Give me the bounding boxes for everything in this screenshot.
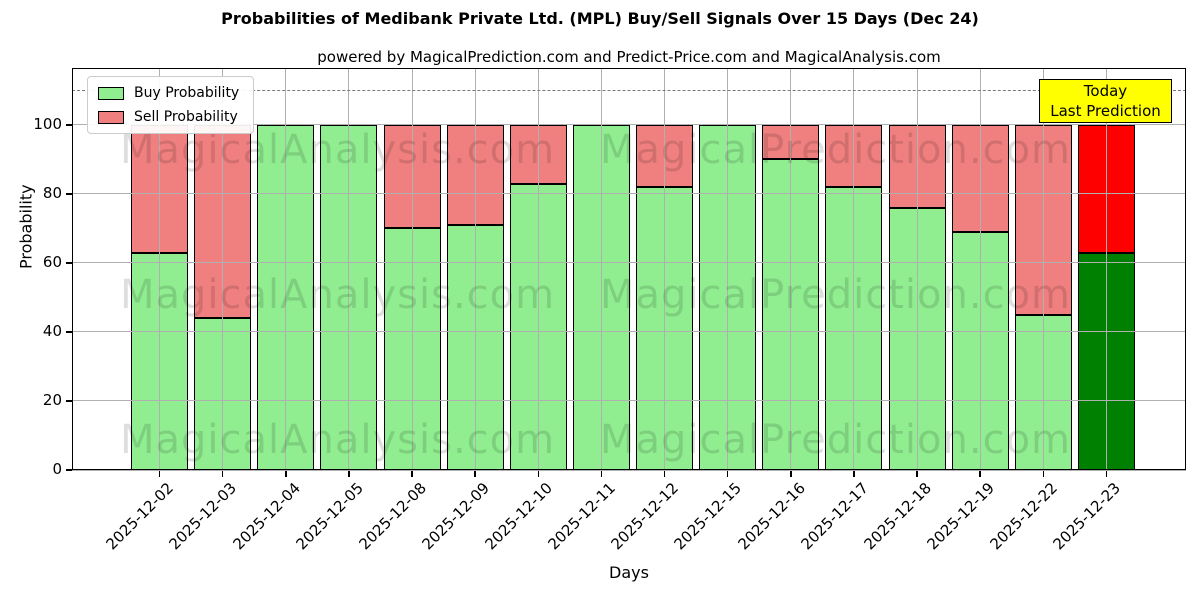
x-tick-label: 2025-12-11 bbox=[544, 479, 620, 554]
watermark-text: MagicalPrediction.com bbox=[600, 417, 1071, 463]
legend-swatch-sell bbox=[98, 110, 124, 124]
x-tick-label: 2025-12-18 bbox=[860, 479, 935, 554]
y-tick-mark bbox=[66, 331, 72, 333]
x-tick-label: 2025-12-08 bbox=[355, 479, 430, 554]
y-tick-mark bbox=[66, 193, 72, 195]
x-tick-mark bbox=[1105, 471, 1108, 477]
watermark-text: MagicalPrediction.com bbox=[600, 127, 1071, 173]
y-tick-label: 40 bbox=[42, 321, 62, 340]
x-tick-mark bbox=[285, 471, 287, 477]
x-tick-mark bbox=[790, 471, 792, 477]
y-tick-mark bbox=[66, 262, 72, 264]
gridline-v bbox=[222, 68, 224, 470]
plot-area: Buy Probability Sell Probability Today L… bbox=[72, 68, 1186, 471]
gridline-v bbox=[979, 68, 981, 470]
x-tick-mark bbox=[474, 471, 476, 477]
x-tick-mark bbox=[1042, 471, 1045, 477]
x-tick-mark bbox=[663, 471, 666, 477]
gridline-v bbox=[664, 68, 666, 470]
gridline-h bbox=[72, 331, 1186, 333]
x-tick-mark bbox=[600, 471, 603, 477]
x-tick-mark bbox=[979, 471, 981, 477]
x-tick-mark bbox=[916, 471, 918, 477]
gridline-v bbox=[285, 68, 287, 470]
y-tick-mark bbox=[66, 124, 72, 126]
x-tick-label: 2025-12-16 bbox=[734, 479, 809, 554]
today-annotation: Today Last Prediction bbox=[1039, 79, 1172, 123]
gridline-v bbox=[727, 68, 729, 470]
x-tick-label: 2025-12-03 bbox=[165, 479, 241, 554]
y-tick-mark bbox=[66, 400, 72, 402]
gridline-v bbox=[1042, 68, 1044, 470]
x-tick-label: 2025-12-09 bbox=[418, 479, 493, 554]
gridline-h bbox=[72, 400, 1186, 402]
watermark-text: MagicalAnalysis.com bbox=[120, 417, 556, 463]
x-tick-label: 2025-12-23 bbox=[1049, 479, 1125, 554]
gridline-h bbox=[72, 193, 1186, 195]
dashed-threshold-line bbox=[72, 90, 1186, 92]
x-tick-mark bbox=[221, 471, 224, 477]
x-tick-label: 2025-12-02 bbox=[102, 479, 178, 554]
y-tick-label: 60 bbox=[42, 252, 62, 271]
gridline-v bbox=[348, 68, 350, 470]
x-tick-label: 2025-12-04 bbox=[229, 479, 304, 554]
watermark-text: MagicalAnalysis.com bbox=[120, 272, 556, 318]
legend-item-buy: Buy Probability bbox=[98, 85, 239, 101]
today-annotation-line2: Last Prediction bbox=[1050, 102, 1161, 120]
x-tick-mark bbox=[537, 471, 540, 477]
watermark-text: MagicalPrediction.com bbox=[600, 272, 1071, 318]
y-tick-label: 20 bbox=[42, 390, 62, 409]
gridline-v bbox=[537, 68, 539, 470]
gridline-h bbox=[72, 124, 1186, 126]
watermark-text: MagicalAnalysis.com bbox=[120, 127, 556, 173]
gridline-h bbox=[72, 469, 1186, 471]
chart-title: Probabilities of Medibank Private Ltd. (… bbox=[221, 9, 979, 28]
y-tick-mark bbox=[66, 469, 72, 471]
gridline-h bbox=[72, 262, 1186, 264]
y-tick-label: 0 bbox=[52, 460, 62, 478]
x-tick-mark bbox=[348, 471, 350, 477]
x-tick-mark bbox=[158, 471, 161, 477]
x-tick-label: 2025-12-10 bbox=[481, 479, 557, 554]
gridline-v bbox=[853, 68, 855, 470]
x-tick-label: 2025-12-05 bbox=[292, 479, 367, 554]
x-tick-label: 2025-12-17 bbox=[797, 479, 872, 554]
gridline-v bbox=[159, 68, 160, 470]
legend-label-sell: Sell Probability bbox=[134, 109, 238, 125]
x-tick-label: 2025-12-15 bbox=[671, 479, 746, 554]
gridline-v bbox=[790, 68, 792, 470]
x-tick-label: 2025-12-22 bbox=[986, 479, 1062, 554]
x-tick-mark bbox=[853, 471, 855, 477]
gridline-v bbox=[411, 68, 413, 470]
legend-label-buy: Buy Probability bbox=[134, 85, 240, 101]
x-tick-label: 2025-12-19 bbox=[923, 479, 998, 554]
chart-subtitle: powered by MagicalPrediction.com and Pre… bbox=[317, 48, 941, 66]
legend: Buy Probability Sell Probability bbox=[87, 76, 255, 134]
gridline-v bbox=[1105, 68, 1107, 470]
x-tick-mark bbox=[726, 471, 729, 477]
gridline-v bbox=[600, 68, 602, 470]
x-axis-label: Days bbox=[609, 563, 649, 582]
x-tick-mark bbox=[411, 471, 413, 477]
y-tick-label: 80 bbox=[42, 183, 62, 202]
y-tick-label: 100 bbox=[33, 114, 62, 133]
gridline-v bbox=[916, 68, 918, 470]
legend-item-sell: Sell Probability bbox=[98, 109, 239, 125]
today-annotation-line1: Today bbox=[1083, 82, 1128, 100]
gridline-v bbox=[474, 68, 476, 470]
legend-swatch-buy bbox=[98, 86, 124, 100]
